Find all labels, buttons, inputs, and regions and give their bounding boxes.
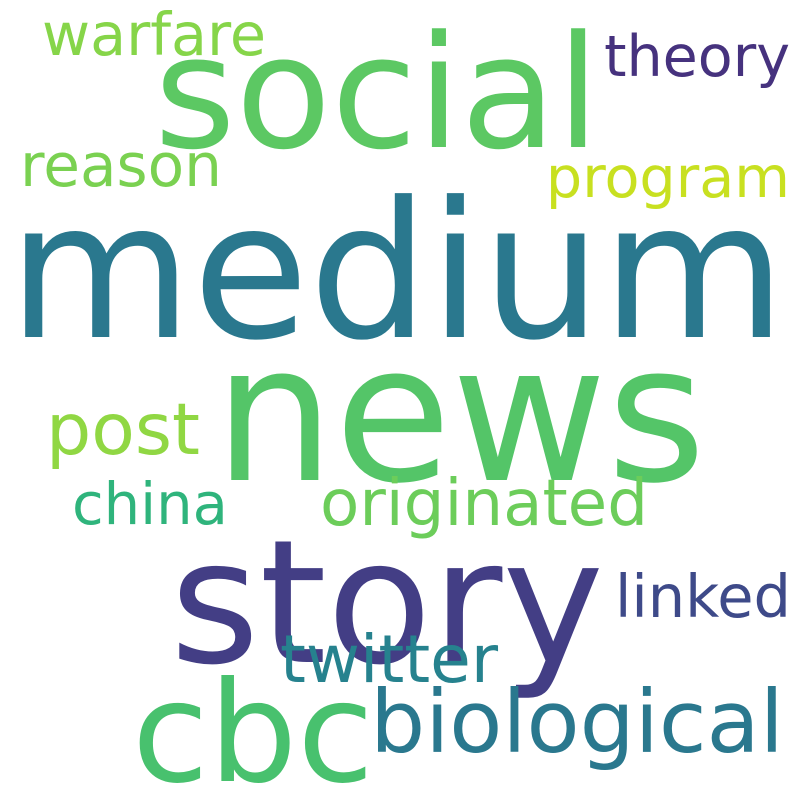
word-medium: medium	[8, 161, 786, 383]
word-news: news	[214, 304, 706, 525]
word-twitter: twitter	[280, 621, 498, 698]
word-post: post	[46, 388, 200, 472]
word-reason: reason	[20, 132, 222, 202]
word-originated: originated	[320, 465, 649, 541]
word-warfare: warfare	[42, 0, 267, 69]
word-cbc: cbc	[132, 652, 374, 800]
word-story: story	[170, 504, 604, 704]
word-social: social	[154, 1, 600, 184]
word-linked: linked	[615, 561, 791, 631]
word-program: program	[545, 145, 790, 212]
word-theory: theory	[604, 23, 790, 90]
word-china: china	[72, 470, 228, 538]
word-biological: biological	[370, 672, 784, 774]
